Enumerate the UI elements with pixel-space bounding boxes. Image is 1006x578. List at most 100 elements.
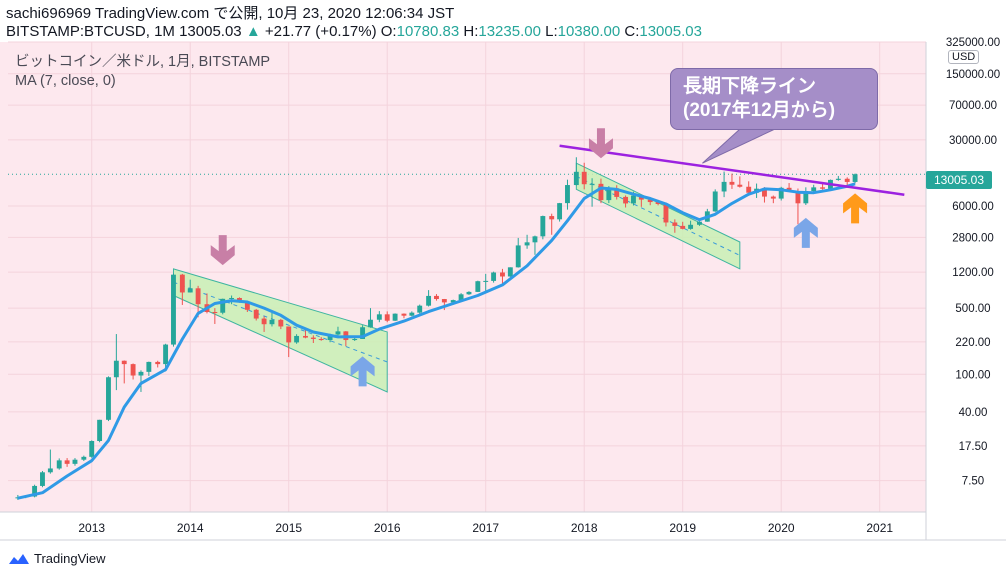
y-tick-label: 220.00 xyxy=(955,337,990,349)
candle-body-37 xyxy=(318,338,324,341)
candle-body-15 xyxy=(138,371,144,376)
candle-body-71 xyxy=(598,183,604,201)
candle-body-81 xyxy=(680,225,686,229)
candle-body-13 xyxy=(121,360,127,365)
candle-body-10 xyxy=(97,419,103,442)
currency-label[interactable]: USD xyxy=(948,50,980,64)
candle-body-91 xyxy=(762,188,767,197)
low-label: L: xyxy=(545,23,558,40)
legend-title[interactable]: ビットコイン／米ドル, 1月, BITSTAMP xyxy=(15,54,271,70)
candle-body-65 xyxy=(549,216,555,220)
y-tick-label: 325000.00 xyxy=(946,37,1000,49)
candle-body-2 xyxy=(32,485,38,497)
candle-body-14 xyxy=(130,364,136,376)
down-arrow-icon-1 xyxy=(210,235,235,266)
y-tick-label: 500.00 xyxy=(955,303,990,315)
ma-7-line xyxy=(17,182,856,500)
y-tick-label: 40.00 xyxy=(959,407,988,419)
candle-body-25 xyxy=(220,298,226,313)
candle-body-60 xyxy=(507,267,513,277)
callout-pointer xyxy=(702,128,776,164)
x-tick-label: 2014 xyxy=(177,521,204,535)
y-axis: 7.50 17.50 40.00 100.00 220.00 500.00 1200.00 2… xyxy=(925,37,1000,540)
candle-body-101 xyxy=(844,178,850,182)
y-tick-label: 100.00 xyxy=(955,369,990,381)
candle-body-30 xyxy=(261,318,267,325)
x-tick-label: 2016 xyxy=(374,521,401,535)
open-value: 10780.83 xyxy=(396,23,460,40)
candle-body-51 xyxy=(434,295,439,300)
y-tick-label: 30000.00 xyxy=(949,135,997,147)
candle-body-19 xyxy=(171,274,176,345)
y-tick-label: 17.50 xyxy=(959,441,988,453)
candle-body-77 xyxy=(647,199,653,203)
candle-body-62 xyxy=(524,242,530,246)
price-change: +21.77 (+0.17%) xyxy=(264,23,377,40)
arrows xyxy=(210,128,868,387)
candle-body-93 xyxy=(778,187,784,199)
candle-body-9 xyxy=(89,441,95,457)
candle-body-43 xyxy=(368,319,373,328)
low-value: 10380.00 xyxy=(557,23,621,40)
long-term-downtrend-line xyxy=(559,144,905,196)
symbol-info: BITSTAMP:BTCUSD, 1M 13005.03 xyxy=(6,23,242,40)
candle-body-22 xyxy=(195,288,201,305)
candle-body-89 xyxy=(746,186,752,193)
x-tick-label: 2018 xyxy=(571,521,598,535)
candle-body-18 xyxy=(163,344,169,365)
candle-body-35 xyxy=(303,335,308,338)
candle-body-42 xyxy=(360,327,366,339)
candle-body-54 xyxy=(458,294,464,301)
candle-body-68 xyxy=(573,171,579,186)
candle-body-56 xyxy=(475,281,481,292)
down-arrow-icon-3 xyxy=(588,128,613,159)
candle-body-24 xyxy=(212,312,218,314)
candle-body-8 xyxy=(81,456,87,460)
last-price-tag: 13005.03 xyxy=(926,171,992,189)
candle-body-79 xyxy=(663,204,669,223)
high-label: H: xyxy=(463,23,479,40)
candle-body-12 xyxy=(113,360,119,378)
candle-body-48 xyxy=(409,312,415,316)
candle-body-88 xyxy=(737,184,743,187)
candle-body-16 xyxy=(146,361,152,372)
candle-body-31 xyxy=(269,319,275,325)
candle-body-47 xyxy=(401,313,407,316)
x-tick-label: 2020 xyxy=(768,521,795,535)
candle-body-75 xyxy=(631,195,636,204)
candle-body-44 xyxy=(376,314,382,320)
close-value: 13005.03 xyxy=(639,23,702,40)
y-tick-label: 70000.00 xyxy=(949,100,997,112)
x-tick-label: 2017 xyxy=(472,521,499,535)
candle-body-21 xyxy=(187,288,193,293)
candle-body-28 xyxy=(244,301,250,310)
x-tick-label: 2013 xyxy=(78,521,105,535)
ohlc-row: BITSTAMP:BTCUSD, 1M 13005.03 ▲ +21.77 (+… xyxy=(6,23,702,41)
candle-body-4 xyxy=(47,468,53,473)
channels xyxy=(172,162,741,393)
candle-body-49 xyxy=(417,305,423,313)
callout-box: 長期下降ライン (2017年12月から) xyxy=(670,68,878,130)
candle-body-67 xyxy=(565,185,570,204)
candle-body-3 xyxy=(40,472,45,486)
candle-body-66 xyxy=(557,203,563,220)
candle-body-34 xyxy=(294,335,300,343)
x-axis: 2013 2014 2015 2016 2017 2018 2019 2020 2021 xyxy=(0,511,1006,541)
up-triangle-icon: ▲ xyxy=(245,23,261,40)
tradingview-logo[interactable]: TradingView xyxy=(8,551,106,566)
tradingview-logo-icon xyxy=(9,553,29,564)
candle-body-57 xyxy=(483,280,489,282)
candle-body-33 xyxy=(286,326,292,343)
legend-indicator[interactable]: MA (7, close, 0) xyxy=(15,73,116,89)
candle-body-96 xyxy=(803,191,809,204)
y-tick-label: 2800.00 xyxy=(952,232,994,244)
candle-body-73 xyxy=(614,188,620,197)
candle-body-100 xyxy=(835,178,841,180)
candle-body-7 xyxy=(72,459,78,464)
y-tick-label: 1200.00 xyxy=(952,267,994,279)
candle-body-74 xyxy=(623,196,629,204)
callout-line2: (2017年12月から) xyxy=(683,100,836,121)
candles xyxy=(15,157,858,500)
chart-legend: ビットコイン／米ドル, 1月, BITSTAMP MA (7, close, 0… xyxy=(15,53,270,91)
candle-body-5 xyxy=(56,460,62,469)
